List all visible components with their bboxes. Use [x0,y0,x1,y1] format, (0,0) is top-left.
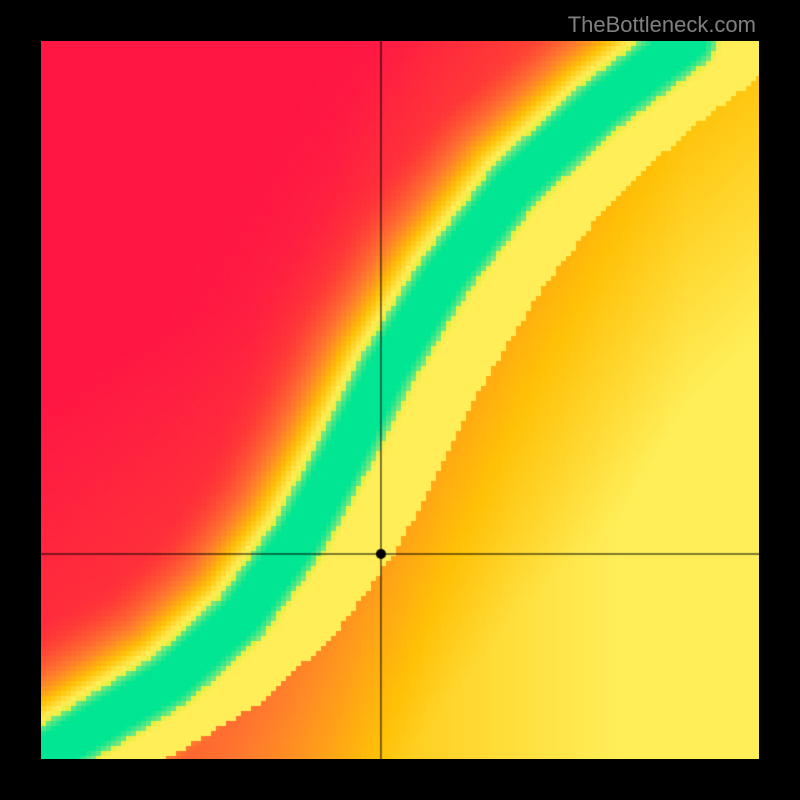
heatmap-canvas [41,41,759,759]
heatmap-chart [41,41,759,759]
watermark-label: TheBottleneck.com [568,12,756,38]
